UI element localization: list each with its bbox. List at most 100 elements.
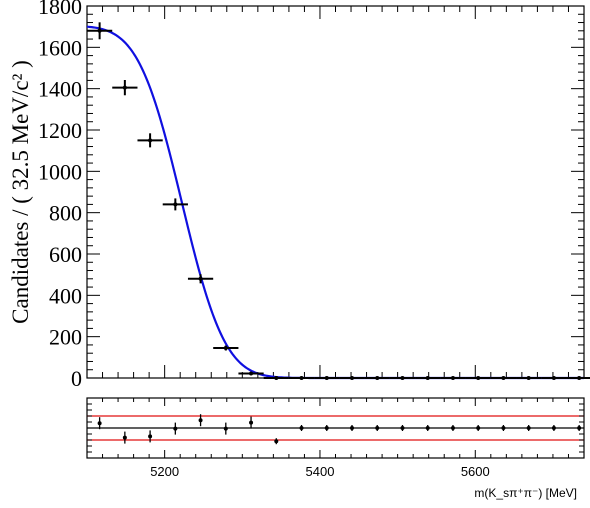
y-tick-label: 0 bbox=[71, 366, 82, 391]
data-point bbox=[339, 376, 365, 380]
pull-point bbox=[350, 425, 355, 431]
data-point bbox=[213, 345, 239, 351]
data-point bbox=[389, 376, 416, 380]
pull-point bbox=[173, 422, 178, 435]
point-marker bbox=[173, 202, 178, 207]
pull-marker bbox=[375, 426, 380, 430]
point-marker bbox=[350, 376, 355, 380]
x-axis-label: m(K_sπ⁺π⁻) [MeV] bbox=[474, 486, 577, 500]
pull-marker bbox=[148, 434, 153, 439]
data-point bbox=[162, 198, 188, 211]
point-marker bbox=[274, 376, 279, 380]
data-point bbox=[516, 376, 542, 380]
pull-point bbox=[450, 425, 455, 431]
data-point bbox=[238, 371, 264, 376]
x-tick-labels: 5200 5400 5600 bbox=[150, 464, 490, 479]
pull-marker bbox=[324, 426, 329, 430]
pull-plot-panel: 5200 5400 5600 m(K_sπ⁺π⁻) [MeV] bbox=[86, 397, 585, 500]
pull-data-points bbox=[97, 414, 582, 445]
pull-marker bbox=[198, 418, 203, 423]
data-point bbox=[314, 376, 340, 380]
pull-point bbox=[274, 438, 279, 445]
data-point bbox=[566, 376, 590, 380]
pull-point bbox=[249, 416, 254, 429]
pull-point bbox=[476, 425, 481, 431]
pull-marker bbox=[173, 426, 178, 431]
pull-marker bbox=[350, 426, 355, 430]
x-tick-label: 5600 bbox=[461, 464, 490, 479]
pull-marker bbox=[400, 426, 405, 430]
pull-marker bbox=[425, 426, 430, 430]
pull-point bbox=[324, 425, 329, 431]
point-marker bbox=[551, 376, 556, 380]
pull-point bbox=[501, 425, 506, 431]
point-marker bbox=[97, 28, 102, 33]
pull-marker bbox=[274, 439, 279, 444]
point-marker bbox=[324, 376, 329, 380]
pull-marker bbox=[122, 435, 127, 440]
y-tick-label: 800 bbox=[49, 201, 82, 226]
pull-marker bbox=[97, 421, 102, 426]
main-y-tick-labels: 0 200 400 600 800 1000 1200 1400 1600 1800 bbox=[38, 0, 82, 391]
data-point bbox=[112, 79, 138, 96]
point-marker bbox=[122, 85, 127, 90]
pull-marker bbox=[249, 420, 254, 425]
y-tick-label: 1200 bbox=[38, 118, 82, 143]
pull-point bbox=[299, 425, 304, 431]
y-tick-label: 1000 bbox=[38, 159, 82, 184]
point-marker bbox=[375, 376, 380, 380]
pull-marker bbox=[476, 426, 481, 430]
point-marker bbox=[299, 376, 304, 380]
pull-point bbox=[400, 425, 405, 431]
main-data-points bbox=[87, 22, 590, 380]
pull-point bbox=[148, 430, 153, 443]
data-point bbox=[490, 376, 517, 380]
pull-point bbox=[122, 431, 127, 444]
y-tick-label: 600 bbox=[49, 242, 82, 267]
data-point bbox=[415, 376, 441, 380]
pull-point bbox=[97, 417, 102, 430]
main-plot-panel: 0 200 400 600 800 1000 1200 1400 1600 1800 Candid… bbox=[8, 0, 590, 391]
point-marker bbox=[476, 376, 481, 380]
pull-point bbox=[425, 425, 430, 431]
pull-point bbox=[577, 425, 582, 431]
y-tick-label: 200 bbox=[49, 325, 82, 350]
point-marker bbox=[249, 371, 254, 376]
y-tick-label: 400 bbox=[49, 283, 82, 308]
pull-point bbox=[551, 425, 556, 431]
point-marker bbox=[223, 346, 228, 351]
data-point bbox=[137, 133, 163, 148]
y-tick-label: 1600 bbox=[38, 35, 82, 60]
pull-marker bbox=[577, 426, 582, 430]
point-marker bbox=[526, 376, 531, 380]
pull-reference-lines bbox=[87, 415, 584, 441]
pull-marker bbox=[501, 426, 506, 430]
data-point bbox=[465, 376, 491, 380]
point-marker bbox=[450, 376, 455, 380]
pull-axis-ticks bbox=[86, 397, 585, 459]
x-tick-label: 5400 bbox=[306, 464, 335, 479]
point-marker bbox=[400, 376, 405, 380]
y-tick-label: 1400 bbox=[38, 77, 82, 102]
data-point bbox=[263, 376, 289, 380]
pull-marker bbox=[526, 426, 531, 430]
pull-point bbox=[375, 425, 380, 431]
y-tick-label: 1800 bbox=[38, 0, 82, 19]
data-point bbox=[87, 22, 113, 40]
pull-point bbox=[526, 425, 531, 431]
pull-marker bbox=[450, 426, 455, 430]
point-marker bbox=[148, 138, 153, 143]
data-point bbox=[440, 376, 466, 380]
y-axis-label: Candidates / ( 32.5 MeV/c² ) bbox=[8, 60, 33, 324]
point-marker bbox=[198, 276, 203, 281]
point-marker bbox=[577, 376, 582, 380]
data-point bbox=[187, 274, 214, 284]
data-point bbox=[541, 376, 567, 380]
pull-marker bbox=[299, 426, 304, 430]
data-point bbox=[288, 376, 315, 380]
data-point bbox=[364, 376, 390, 380]
pull-marker bbox=[223, 426, 228, 431]
pull-point bbox=[198, 414, 203, 427]
pull-marker bbox=[551, 426, 556, 430]
